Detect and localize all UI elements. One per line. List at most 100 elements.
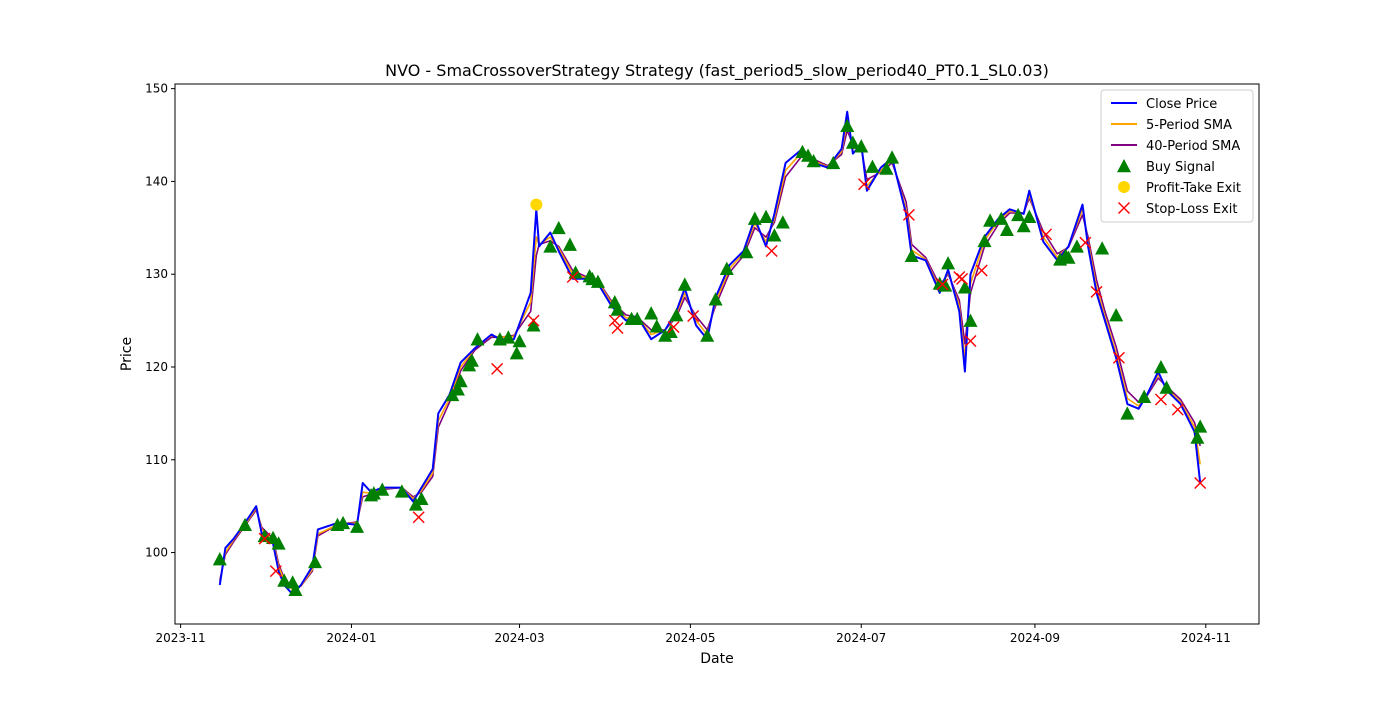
legend: Close Price 5-Period SMA 40-Period SMA Buy …	[1100, 89, 1254, 223]
stop-loss-marker	[566, 270, 579, 283]
stop-loss-marker	[667, 321, 680, 334]
buy-signal-marker	[759, 209, 774, 223]
buy-signal-marker	[775, 215, 790, 229]
stop-loss-marker	[687, 309, 700, 322]
buy-signal-marker	[806, 154, 821, 168]
buy-signal-marker	[562, 237, 577, 251]
buy-signal-marker	[747, 211, 762, 225]
x-tick-label: 2023-11	[156, 631, 206, 645]
stop-loss-marker	[964, 335, 977, 348]
buy-signal-marker	[983, 213, 998, 227]
buy-signal-marker	[700, 328, 715, 342]
buy-signal-marker	[453, 373, 468, 388]
legend-entry: 5-Period SMA	[1111, 118, 1232, 133]
buy-signal-marker	[826, 155, 841, 170]
legend-swatch	[1118, 181, 1130, 193]
y-tick-label: 110	[145, 453, 168, 467]
buy-signal-marker	[963, 313, 978, 327]
legend-label: Close Price	[1146, 97, 1217, 112]
legend-entry: Stop-Loss Exit	[1118, 202, 1238, 217]
buy-signal-marker	[414, 491, 429, 506]
stop-loss-marker	[412, 511, 425, 524]
y-tick-label: 120	[145, 360, 168, 374]
stop-loss-marker	[258, 532, 271, 545]
buy-signal-marker	[854, 139, 869, 153]
stop-loss-marker	[1171, 403, 1184, 416]
buy-signal-marker	[1061, 250, 1076, 264]
y-tick-label: 100	[145, 546, 168, 560]
stop-loss-marker	[1079, 236, 1092, 249]
buy-signal-marker	[719, 261, 734, 275]
buy-signal-marker	[257, 528, 272, 543]
legend-label: Buy Signal	[1146, 160, 1215, 175]
y-axis-label: Price	[119, 337, 135, 371]
stop-loss-marker	[956, 272, 969, 285]
buy-signal-marker	[1109, 308, 1124, 322]
buy-signal-marker	[977, 233, 992, 248]
stop-loss-marker	[765, 245, 778, 258]
buy-signal-marker	[212, 552, 227, 566]
buy-signal-marker	[590, 274, 605, 288]
stop-loss-marker	[527, 314, 540, 327]
buy-signal-marker	[658, 328, 673, 342]
buy-signal-marker	[350, 519, 365, 533]
buy-signal-marker	[708, 292, 723, 306]
buy-signal-marker	[543, 239, 558, 253]
buy-signal-marker	[941, 256, 956, 270]
buy-signal-marker	[840, 118, 855, 133]
x-axis: 2023-11 2024-01 2024-03 2024-05 2024-07 2024-…	[156, 624, 1231, 645]
buy-signal-marker	[879, 161, 894, 175]
buy-signal-marker	[957, 280, 972, 294]
legend-entry: Close Price	[1111, 97, 1217, 112]
stop-loss-marker	[491, 362, 504, 375]
buy-signal-marker	[663, 324, 678, 339]
buy-signal-marker	[509, 346, 524, 360]
buy-signal-marker	[470, 332, 485, 346]
legend-entry: 40-Period SMA	[1111, 139, 1240, 154]
buy-signal-marker	[865, 159, 880, 173]
x-tick-label: 2024-03	[494, 631, 544, 645]
buy-signal-marker	[366, 486, 381, 500]
buy-signal-marker	[1095, 241, 1110, 255]
legend-swatch	[1118, 202, 1130, 214]
close-price-line	[218, 110, 1202, 596]
buy-signal-marker	[644, 306, 659, 320]
buy-signal-marker	[308, 554, 323, 569]
buy-signal-marker	[938, 278, 953, 292]
buy-signal-marker	[994, 211, 1009, 225]
buy-signal-marker	[512, 334, 527, 348]
buy-signal-marker	[1190, 430, 1205, 444]
buy-signal-marker	[277, 573, 292, 587]
x-tick-label: 2024-01	[326, 631, 376, 645]
legend-entry: Buy Signal	[1117, 159, 1215, 175]
buy-signal-marker	[1159, 380, 1174, 394]
plot-frame	[174, 83, 1260, 625]
buy-signal-marker	[904, 248, 919, 262]
stop-loss-marker	[1040, 228, 1053, 241]
stop-loss-marker	[902, 208, 915, 221]
legend-label: Stop-Loss Exit	[1146, 202, 1238, 217]
buy-signal-marker	[1016, 218, 1031, 233]
buy-signal-marker	[669, 308, 684, 322]
buy-signal-marker	[999, 222, 1014, 236]
buy-signal-marker	[610, 302, 625, 316]
x-axis-label: Date	[700, 651, 733, 667]
buy-signal-marker	[649, 319, 664, 333]
legend-entry: Profit-Take Exit	[1118, 181, 1241, 196]
stop-loss-marker	[936, 278, 949, 291]
stop-loss-marker	[1090, 285, 1103, 298]
x-tick-label: 2024-05	[665, 631, 715, 645]
stop-loss-marker	[975, 264, 988, 277]
buy-signal-marker	[394, 484, 409, 498]
buy-signal-marker	[885, 150, 900, 164]
y-tick-label: 150	[145, 82, 168, 96]
y-tick-label: 140	[145, 174, 168, 188]
x-tick-label: 2024-07	[836, 631, 886, 645]
stop-loss-marker	[611, 322, 624, 335]
buy-signal-marker	[1120, 406, 1135, 420]
chart-title: NVO - SmaCrossoverStrategy Strategy (fas…	[385, 61, 1049, 81]
buy-signal-marker	[450, 382, 465, 396]
stop-loss-marker	[269, 565, 282, 578]
